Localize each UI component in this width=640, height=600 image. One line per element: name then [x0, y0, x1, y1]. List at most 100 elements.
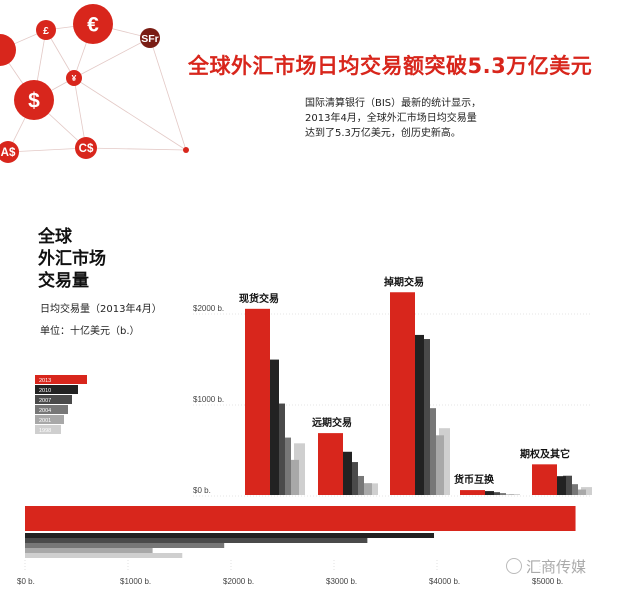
network-link [7, 147, 87, 153]
bar [439, 428, 450, 495]
bar [245, 308, 270, 495]
currency-symbol: A$ [1, 147, 16, 159]
watermark: 汇商传媒 [506, 556, 586, 577]
bar [349, 462, 358, 495]
x-tick-label: $4000 b. [429, 577, 460, 586]
chart-title-line: 交易量 [38, 271, 89, 291]
currency-node-icon [73, 4, 113, 44]
legend-label: 2001 [39, 418, 51, 424]
legend-label: 2010 [39, 388, 51, 394]
bar [361, 483, 372, 495]
watermark-icon [506, 558, 522, 574]
category-label: 掉期交易 [384, 275, 424, 288]
y-tick-label: $2000 b. [193, 304, 224, 313]
bar [415, 334, 424, 495]
bar [569, 484, 578, 495]
currency-node-icon [66, 70, 82, 86]
total-bar [25, 538, 368, 543]
network-link [73, 37, 151, 79]
watermark-text: 汇商传媒 [526, 558, 587, 576]
bar [485, 491, 494, 495]
currency-node-icon [36, 20, 56, 40]
legend-swatch [35, 385, 78, 394]
x-tick-label: $1000 b. [120, 577, 151, 586]
chart-title-line: 外汇市场 [38, 249, 106, 269]
legend-swatch [35, 375, 87, 384]
subtitle-line: 2013年4月，全球外汇市场日均交易量 [305, 113, 477, 124]
bar [288, 459, 299, 495]
currency-symbol: £ [43, 25, 49, 37]
page-subtitle: 国际清算银行（BIS）最新的统计显示， 2013年4月，全球外汇市场日均交易量 … [305, 96, 565, 141]
currency-node-icon [140, 28, 160, 48]
legend-label: 1998 [39, 428, 51, 434]
category-label: 货币互换 [454, 473, 495, 486]
bar-group [245, 308, 305, 495]
x-tick-label: $5000 b. [532, 577, 563, 586]
bar [276, 403, 285, 495]
bar [509, 494, 520, 495]
network-link [149, 37, 187, 151]
currency-node-icon [75, 137, 97, 159]
subtitle-line: 达到了5.3万亿美元，创历史新高。 [305, 128, 461, 139]
bar [460, 490, 485, 495]
y-tick-label: $0 b. [193, 486, 211, 495]
bar [557, 476, 566, 495]
bar-group [318, 433, 378, 495]
legend-label: 2007 [39, 398, 51, 404]
currency-node-icon [0, 34, 16, 66]
legend-label: 2004 [39, 408, 51, 414]
bar [427, 408, 436, 495]
bar [503, 494, 514, 495]
bar-group [390, 292, 450, 495]
total-bar [25, 533, 435, 538]
bar [532, 464, 557, 495]
currency-symbol: $ [28, 90, 40, 113]
subtitle-line: 国际清算银行（BIS）最新的统计显示， [305, 98, 482, 109]
currency-symbol: ¥ [72, 73, 77, 83]
network-link [85, 147, 187, 151]
legend-swatch [35, 395, 72, 404]
bar-group [460, 490, 520, 495]
currency-node-icon [14, 80, 54, 120]
bar [491, 492, 500, 495]
total-bar [25, 548, 153, 553]
category-label: 远期交易 [312, 416, 352, 429]
bar [282, 437, 291, 495]
bar [575, 489, 586, 495]
bar [497, 493, 506, 495]
currency-node-icon [183, 147, 189, 153]
total-bar [25, 506, 576, 531]
bar-group [532, 464, 592, 495]
currency-symbol: € [87, 14, 99, 37]
bar [294, 443, 305, 495]
network-link [73, 77, 87, 149]
legend-swatch [35, 415, 64, 424]
bar [581, 487, 592, 495]
bar [355, 475, 364, 495]
legend-swatch [35, 405, 68, 414]
network-link [73, 77, 187, 151]
chart-title-line: 全球 [38, 227, 72, 247]
chart-subtitle: 日均交易量（2013年4月） [40, 304, 162, 315]
category-label: 现货交易 [239, 292, 279, 305]
total-bar-separator [25, 531, 625, 533]
currency-symbol: SFr [141, 33, 159, 45]
x-tick-label: $0 b. [17, 577, 35, 586]
bar [563, 475, 572, 495]
bar [343, 451, 352, 495]
chart-title: 全球 外汇市场 交易量 [38, 226, 106, 292]
page-title: 全球外汇市场日均交易额突破5.3万亿美元 [188, 54, 593, 78]
chart-unit: 单位：十亿美元（b.） [40, 326, 140, 337]
bar [433, 435, 444, 495]
bar [318, 433, 343, 495]
currency-node-icon [0, 141, 19, 163]
bar [367, 483, 378, 495]
x-tick-label: $2000 b. [223, 577, 254, 586]
legend-swatch [35, 425, 61, 434]
total-bar [25, 553, 183, 558]
x-tick-label: $3000 b. [326, 577, 357, 586]
bar [270, 359, 279, 495]
currency-symbol: C$ [79, 143, 94, 155]
